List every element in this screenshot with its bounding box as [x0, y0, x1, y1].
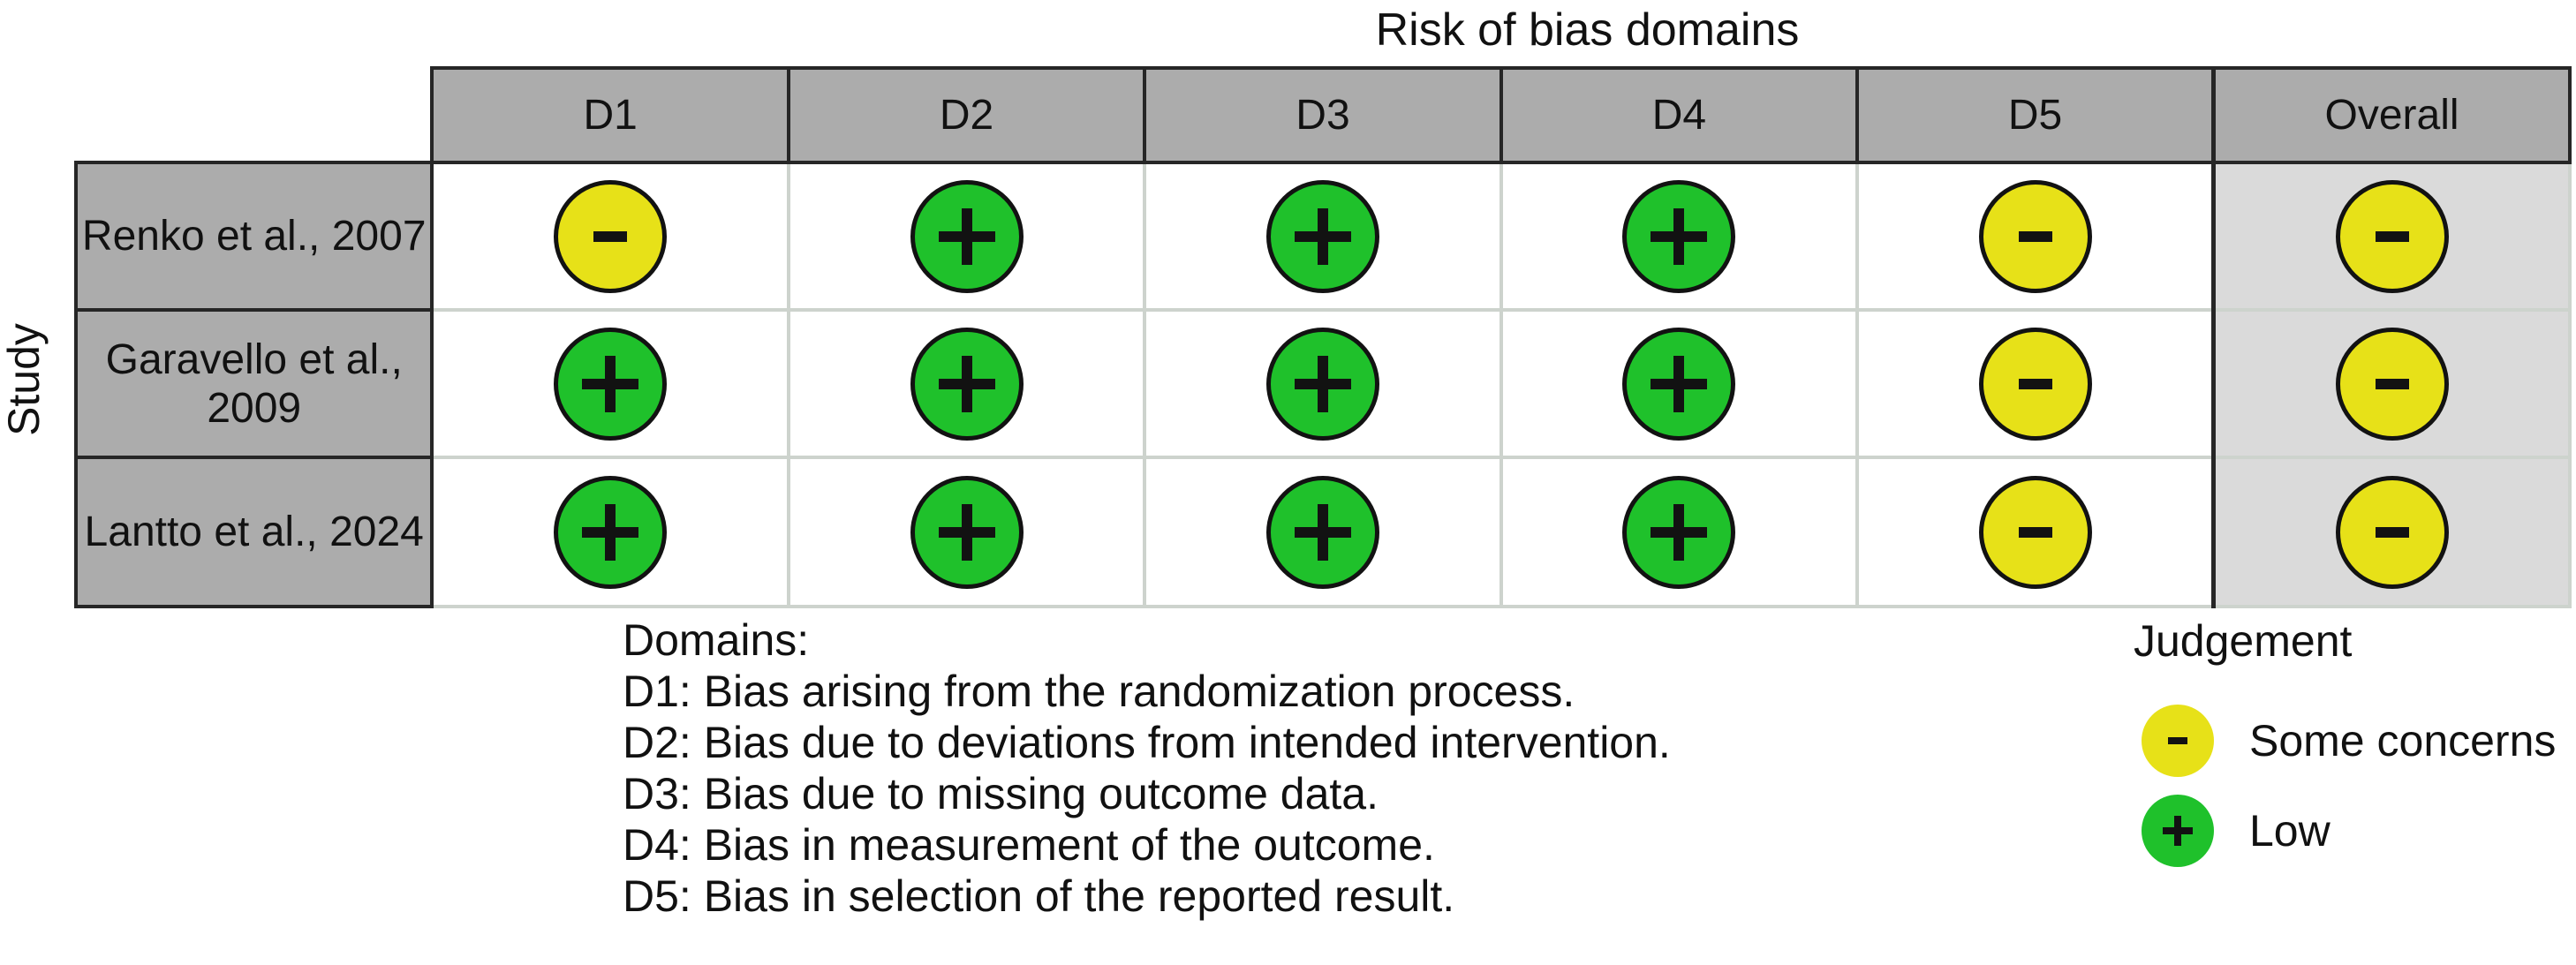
judgement-cell-overall [2211, 456, 2572, 608]
column-header-d3: D3 [1143, 66, 1503, 164]
domains-legend-item-4: D4: Bias in measurement of the outcome. [623, 820, 1435, 870]
column-header-d2: D2 [786, 66, 1147, 164]
minus-icon [2375, 526, 2409, 538]
judgement-circle-low [1622, 475, 1736, 589]
judgement-circle-some-concerns [2335, 327, 2449, 441]
judgement-cell-d4 [1499, 456, 1860, 608]
plus-icon-vertical [605, 355, 616, 412]
judgement-circle-low [910, 179, 1024, 293]
header-row: D1 D2 D3 D4 D5 Overall [76, 66, 2572, 164]
table-row-renko-et-al-2007: Renko et al., 2007 [73, 161, 2572, 312]
judgement-circle-low [1265, 475, 1379, 589]
plus-icon-vertical [1317, 503, 1328, 561]
domains-legend-heading: Domains: [623, 615, 810, 665]
judgement-circle-some-concerns [2335, 475, 2449, 589]
domains-legend-item-5: D5: Bias in selection of the reported re… [623, 871, 1455, 921]
judgement-legend-item-low: Low [2102, 795, 2576, 867]
judgement-legend-label: Some concerns [2249, 716, 2557, 765]
judgement-cell-d2 [786, 308, 1147, 459]
judgement-cell-d2 [786, 161, 1147, 312]
plus-icon-vertical [961, 503, 972, 561]
plus-icon-vertical [1317, 355, 1328, 412]
table-row-garavello-et-al-2009: Garavello et al., 2009 [73, 308, 2572, 459]
judgement-circle-low [1622, 327, 1736, 441]
column-header-overall: Overall [2211, 66, 2572, 164]
minus-icon [2018, 230, 2052, 242]
minus-icon [593, 230, 628, 242]
minus-icon [2018, 378, 2052, 389]
plus-icon-vertical [1673, 207, 1685, 265]
judgement-legend-label: Low [2249, 806, 2330, 856]
judgement-cell-d3 [1143, 456, 1503, 608]
plus-icon-vertical [1673, 503, 1685, 561]
judgement-cell-d4 [1499, 161, 1860, 312]
judgement-legend: Judgement Some concerns Low [2102, 616, 2576, 885]
judgement-circle-low [1265, 179, 1379, 293]
judgement-cell-d5 [1855, 308, 2216, 459]
judgement-cell-d5 [1855, 456, 2216, 608]
risk-of-bias-table: D1 D2 D3 D4 D5 Overall Renko et al., 2007 Gara… [73, 66, 2572, 608]
judgement-cell-d3 [1143, 161, 1503, 312]
domains-legend-item-1: D1: Bias arising from the randomization … [623, 667, 1575, 716]
plus-icon-vertical [605, 503, 616, 561]
legend-circle-some-concerns [2142, 705, 2214, 777]
table-body: Renko et al., 2007 Garavello et al., 2009… [73, 161, 2572, 608]
judgement-cell-overall [2211, 308, 2572, 459]
study-label: Garavello et al., 2009 [73, 308, 434, 459]
plot-title: Risk of bias domains [1375, 4, 1800, 56]
judgement-cell-d1 [430, 308, 790, 459]
judgement-cell-d2 [786, 456, 1147, 608]
column-header-d4: D4 [1499, 66, 1860, 164]
judgement-legend-heading: Judgement [2134, 616, 2353, 666]
judgement-cell-d1 [430, 456, 790, 608]
corner-cell [76, 68, 433, 162]
study-label: Lantto et al., 2024 [73, 456, 434, 608]
judgement-cell-d4 [1499, 308, 1860, 459]
judgement-legend-item-some-concerns: Some concerns [2102, 705, 2576, 777]
judgement-cell-d1 [430, 161, 790, 312]
judgement-circle-some-concerns [554, 179, 668, 293]
study-label: Renko et al., 2007 [73, 161, 434, 312]
judgement-circle-low [1622, 179, 1736, 293]
study-axis-label: Study [0, 323, 49, 436]
plus-icon-vertical [1673, 355, 1685, 412]
judgement-circle-low [554, 327, 668, 441]
judgement-circle-some-concerns [1978, 327, 2092, 441]
judgement-circle-some-concerns [1978, 475, 2092, 589]
legend-circle-low [2142, 795, 2214, 867]
judgement-circle-some-concerns [1978, 179, 2092, 293]
domains-legend: Domains: D1: Bias arising from the rando… [623, 614, 1671, 922]
plus-icon-vertical [2174, 816, 2181, 846]
minus-icon [2168, 737, 2187, 744]
judgement-circle-low [554, 475, 668, 589]
judgement-cell-overall [2211, 161, 2572, 312]
plus-icon-vertical [1317, 207, 1328, 265]
plus-icon-vertical [961, 207, 972, 265]
minus-icon [2018, 526, 2052, 538]
column-header-d5: D5 [1855, 66, 2216, 164]
judgement-circle-low [910, 327, 1024, 441]
minus-icon [2375, 378, 2409, 389]
judgement-cell-d5 [1855, 161, 2216, 312]
judgement-circle-low [910, 475, 1024, 589]
table-row-lantto-et-al-2024: Lantto et al., 2024 [73, 456, 2572, 608]
judgement-circle-low [1265, 327, 1379, 441]
plus-icon-vertical [961, 355, 972, 412]
minus-icon [2375, 230, 2409, 242]
judgement-circle-some-concerns [2335, 179, 2449, 293]
domains-legend-item-2: D2: Bias due to deviations from intended… [623, 718, 1671, 767]
column-header-d1: D1 [430, 66, 790, 164]
judgement-cell-d3 [1143, 308, 1503, 459]
domains-legend-item-3: D3: Bias due to missing outcome data. [623, 769, 1379, 818]
